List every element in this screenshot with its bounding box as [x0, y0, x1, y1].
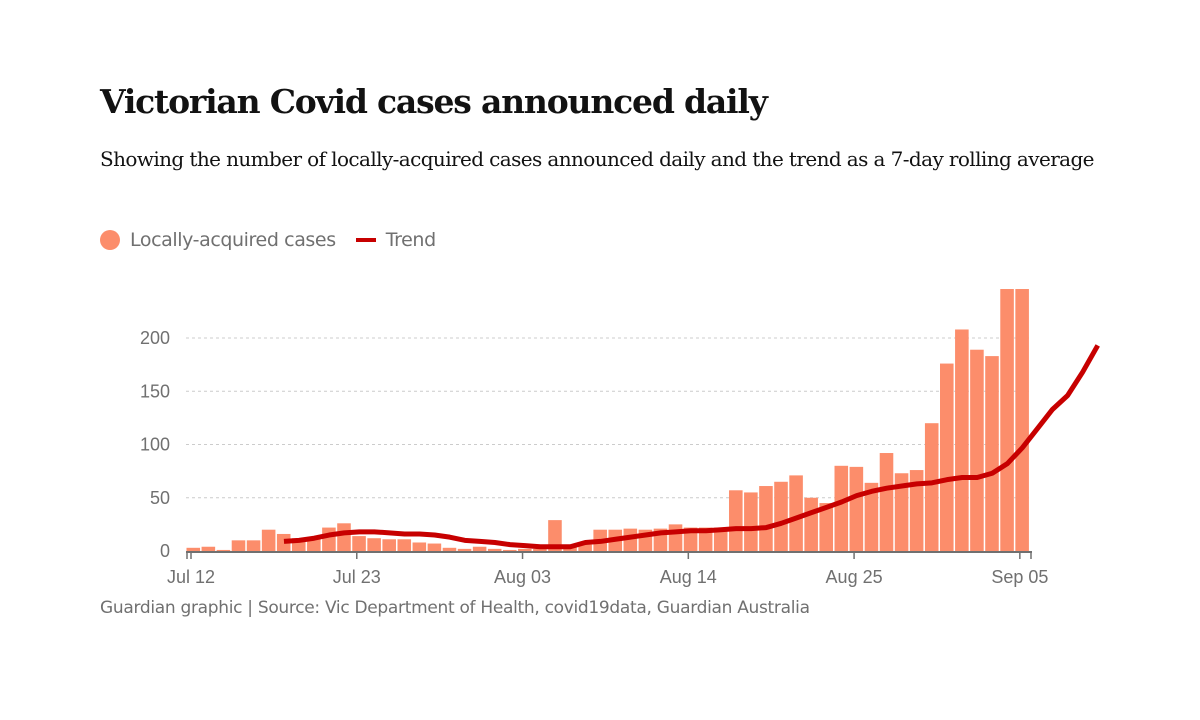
chart-subtitle: Showing the number of locally-acquired c…	[100, 147, 1095, 171]
bar	[744, 492, 758, 551]
bar	[186, 547, 201, 551]
y-tick-label: 100	[140, 435, 170, 455]
bar	[834, 465, 849, 551]
bar	[759, 486, 773, 551]
bar	[261, 529, 276, 551]
bar	[367, 538, 381, 551]
bar	[397, 539, 412, 551]
bar	[276, 533, 291, 551]
bar	[819, 503, 834, 551]
bar	[789, 475, 803, 551]
bar	[698, 527, 713, 551]
bar	[502, 549, 517, 551]
bar	[909, 470, 924, 551]
x-tick-label: Aug 03	[494, 567, 551, 587]
bar	[668, 524, 683, 551]
bar	[442, 547, 457, 551]
bar	[322, 527, 336, 551]
bar	[216, 549, 231, 551]
bar	[924, 423, 939, 551]
bar	[864, 482, 879, 551]
bar	[246, 540, 261, 551]
bar	[804, 497, 818, 551]
y-tick-label: 0	[160, 541, 170, 561]
y-tick-label: 200	[140, 328, 170, 348]
bar	[970, 349, 984, 551]
y-tick-label: 50	[150, 488, 170, 508]
bar	[533, 548, 547, 551]
bar	[849, 466, 864, 551]
bar	[412, 542, 427, 551]
cases-legend-label: Locally-acquired cases	[130, 229, 336, 251]
source-note: Guardian graphic | Source: Vic Departmen…	[100, 598, 810, 618]
y-tick-label: 150	[140, 381, 170, 401]
chart-title: Victorian Covid cases announced daily	[100, 82, 768, 121]
bar	[1000, 289, 1014, 551]
x-tick-label: Jul 23	[333, 567, 381, 587]
x-tick-label: Aug 14	[660, 567, 717, 587]
bar	[955, 329, 969, 551]
trend-legend-swatch-icon	[355, 238, 376, 242]
trend-legend-label: Trend	[385, 229, 436, 251]
bar	[352, 536, 366, 551]
bar	[487, 548, 502, 551]
bar	[894, 473, 909, 551]
bar	[337, 523, 351, 551]
bar	[578, 544, 592, 551]
bar	[231, 540, 246, 551]
bar	[774, 481, 788, 551]
bar	[1015, 289, 1029, 551]
y-axis: 0 50 100 150 200	[140, 328, 170, 561]
bar	[518, 548, 532, 551]
bar	[985, 356, 999, 551]
bar	[472, 546, 487, 551]
x-axis: Jul 12 Jul 23 Aug 03 Aug 14 Aug 25 Sep 05	[167, 551, 1048, 587]
bar	[940, 363, 954, 551]
x-tick-label: Aug 25	[826, 567, 883, 587]
x-tick-label: Jul 12	[167, 567, 215, 587]
bar	[201, 546, 216, 551]
bar	[427, 543, 442, 551]
trend-line	[283, 344, 1100, 550]
bar	[457, 548, 472, 551]
bar	[729, 490, 743, 551]
bar	[548, 520, 562, 551]
bar	[879, 453, 894, 551]
bar	[382, 539, 396, 551]
bar	[713, 527, 728, 551]
x-tick-label: Sep 05	[991, 567, 1048, 587]
trend-line-group	[283, 344, 1100, 550]
bars	[186, 289, 1029, 551]
cases-legend-swatch-icon	[100, 230, 120, 250]
legend: Locally-acquired cases Trend	[100, 229, 436, 251]
